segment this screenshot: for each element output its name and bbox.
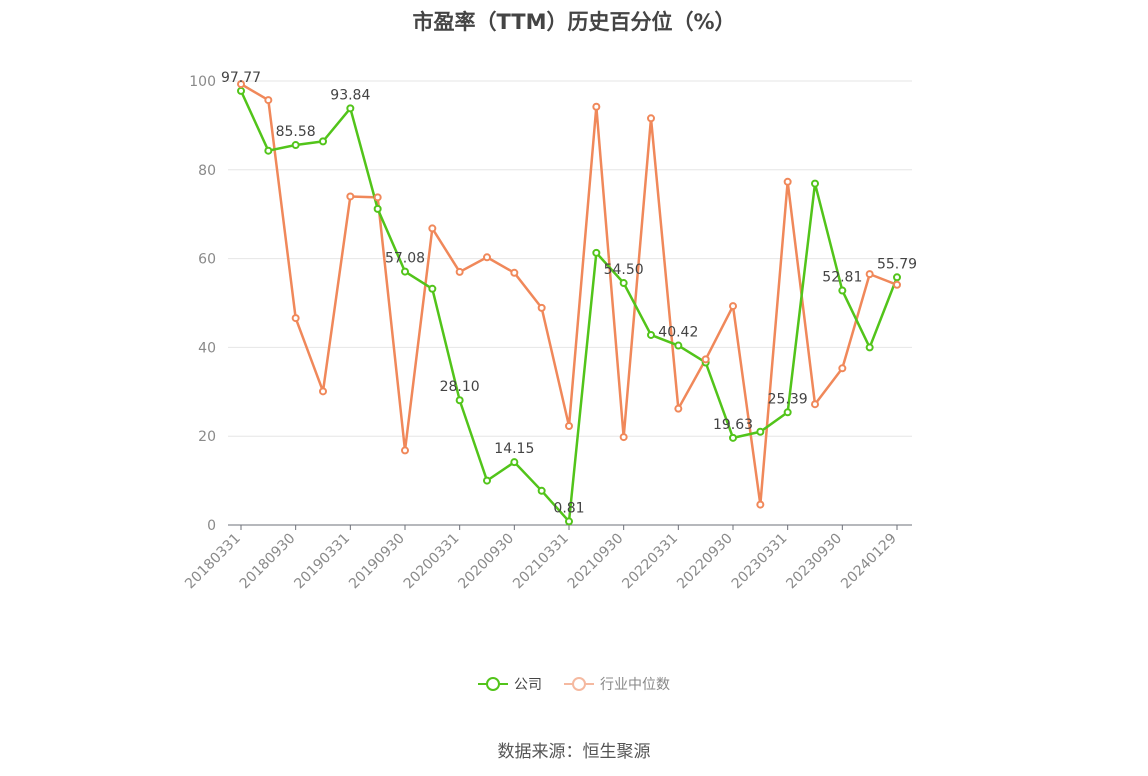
data-label: 57.08	[385, 251, 425, 267]
series-0-point	[592, 248, 601, 257]
data-label: 97.77	[221, 70, 261, 86]
series-0-point	[237, 86, 245, 95]
y-tick-label: 100	[189, 74, 216, 90]
chart-title: 市盈率（TTM）历史百分位（%）	[412, 10, 736, 34]
x-tick-label: 20200331	[401, 531, 463, 593]
series-0-point	[428, 284, 437, 293]
series-1-point	[893, 280, 901, 289]
series-1-point	[701, 355, 710, 364]
series-1-point	[401, 446, 409, 455]
series-1-point	[291, 314, 300, 323]
series-0-point	[756, 427, 765, 436]
legend-company-label: 公司	[514, 677, 542, 693]
series-0-point	[264, 146, 273, 155]
series-1-point	[373, 193, 382, 202]
series-0-point	[346, 104, 355, 113]
series-1-point	[428, 224, 437, 233]
data-label: 25.39	[768, 391, 808, 407]
x-tick-label: 20210331	[510, 531, 572, 593]
series-0-point	[729, 433, 737, 442]
series-1-point	[783, 177, 792, 186]
series-0-point	[455, 396, 464, 405]
series-0-point	[838, 286, 847, 295]
data-label: 0.81	[553, 500, 584, 516]
series-0-point	[565, 517, 573, 526]
x-tick-label: 20230930	[783, 531, 845, 593]
data-label: 28.10	[440, 379, 480, 395]
legend-industry-median-label: 行业中位数	[600, 677, 670, 693]
series-1-point	[264, 96, 273, 105]
series-1-point	[319, 387, 327, 396]
data-label: 40.42	[658, 325, 698, 341]
data-label-layer: 97.77 85.58 93.84 57.08 28.10 14.15 0.81 54.50 4…	[221, 70, 917, 517]
series-1-point	[838, 364, 847, 373]
series-0-point	[510, 458, 519, 467]
series-1-point	[537, 303, 546, 312]
series-1-point	[811, 400, 819, 409]
series-0-point	[401, 267, 409, 276]
series-1-point	[619, 433, 628, 442]
legend-company-icon	[478, 676, 508, 692]
series-0-point	[319, 137, 327, 146]
series-0-point	[619, 279, 628, 288]
x-tick-label: 20230331	[729, 531, 791, 593]
series-1-point	[674, 404, 683, 413]
series-0-point	[647, 330, 655, 339]
x-tick-label: 20190331	[291, 531, 353, 593]
x-tick-label: 20220331	[619, 531, 681, 593]
x-tick-label: 20210930	[565, 531, 627, 593]
series-line-0	[239, 90, 899, 523]
series-1-point	[565, 421, 573, 430]
x-tick-label: 20200930	[455, 531, 517, 593]
series-1-point	[592, 102, 601, 111]
series-1-point	[729, 302, 737, 311]
y-tick-label: 20	[198, 429, 216, 445]
series-1-point	[346, 192, 355, 201]
y-tick-label: 0	[207, 518, 216, 534]
series-1-point	[510, 268, 519, 277]
series-1-point	[647, 114, 655, 123]
data-label: 55.79	[877, 256, 917, 272]
x-tick-label: 20190930	[346, 531, 408, 593]
series-0-point	[537, 486, 546, 495]
data-label: 54.50	[604, 262, 644, 278]
data-label: 14.15	[494, 441, 534, 457]
series-0-point	[291, 141, 300, 150]
series-1-point	[237, 80, 245, 89]
x-tick-label: 20180331	[182, 531, 244, 593]
data-label: 93.84	[330, 87, 370, 103]
legend-item-industry-median[interactable]: 行业中位数	[564, 674, 670, 694]
source-note: 数据来源：恒生聚源	[497, 742, 651, 762]
series-0-point	[893, 273, 901, 282]
x-tick-label: 20220930	[674, 531, 736, 593]
data-label: 52.81	[822, 270, 862, 286]
legend-item-company[interactable]: 公司	[478, 674, 542, 694]
series-line-1	[240, 83, 898, 506]
series-0-point	[373, 204, 382, 213]
data-label: 85.58	[276, 124, 316, 140]
series-1-point	[865, 270, 874, 279]
series-0-point	[811, 179, 819, 188]
x-tick-label: 20180930	[237, 531, 299, 593]
legend-industry-median-icon	[564, 676, 594, 692]
legend: 公司 行业中位数	[0, 674, 1148, 694]
series-0-point	[783, 408, 792, 417]
series-1-point	[483, 253, 491, 262]
data-label: 19.63	[713, 417, 753, 433]
series-0-point	[483, 476, 491, 485]
series-0-point	[674, 341, 683, 350]
series-1-point	[455, 267, 464, 276]
grid-layer	[228, 80, 912, 437]
y-tick-label: 80	[198, 163, 216, 179]
y-tick-label: 60	[198, 252, 216, 268]
x-tick-label: 20240129	[838, 531, 900, 593]
series-1-point	[756, 500, 765, 509]
series-0-point	[865, 343, 874, 352]
series-layer	[237, 80, 901, 526]
y-tick-label: 40	[198, 340, 216, 356]
